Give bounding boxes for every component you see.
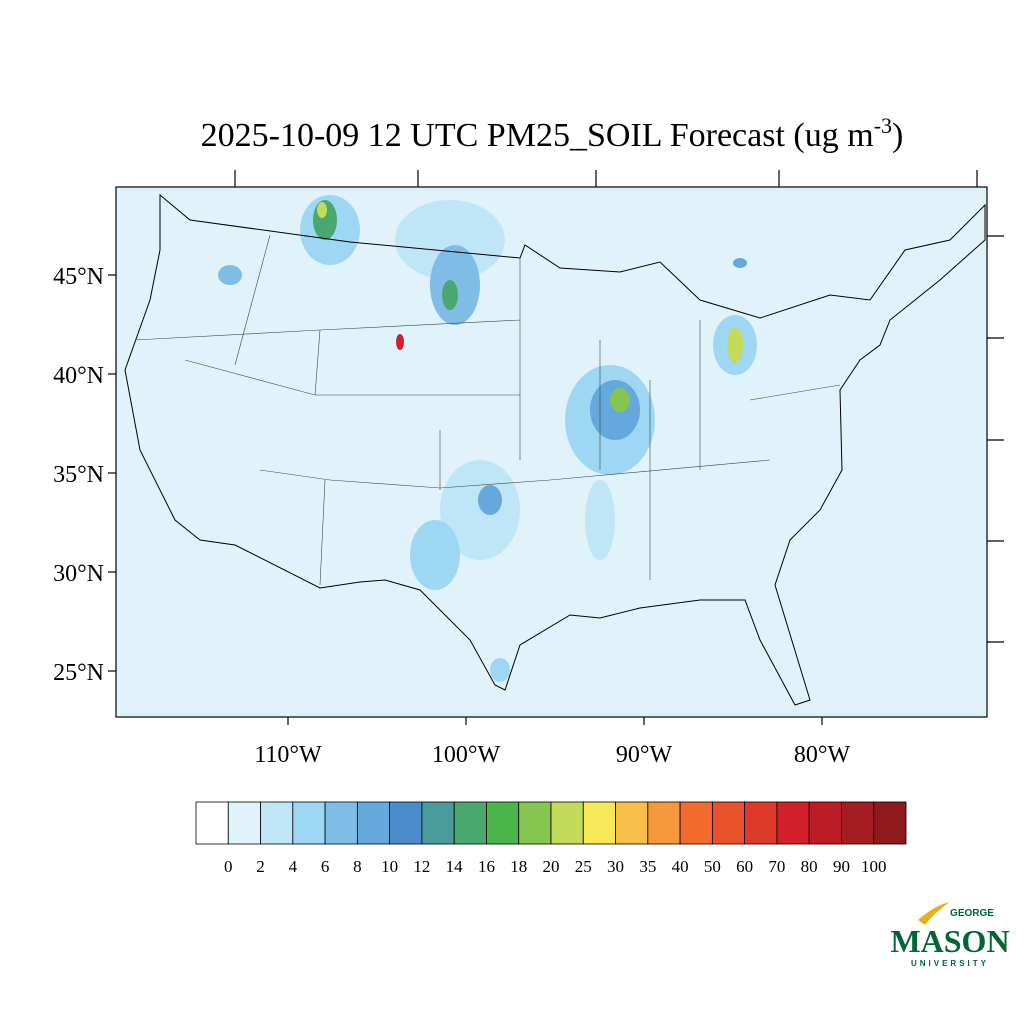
colorbar-label: 2	[256, 857, 265, 876]
lon-label: 110°W	[254, 742, 322, 768]
colorbar-box	[356, 801, 391, 845]
colorbar-box	[195, 801, 229, 845]
colorbar-label: 14	[446, 857, 464, 876]
map-frame	[115, 186, 988, 718]
lat-label: 25°N	[53, 660, 104, 686]
colorbar-label: 90	[833, 857, 850, 876]
colorbar-label: 4	[289, 857, 298, 876]
axis-ticks: 45°N 40°N 35°N 30°N 25°N 110°W 100°W 90°W 80°W	[53, 170, 1004, 768]
colorbar-label: 10	[381, 857, 398, 876]
colorbar-box	[518, 801, 552, 845]
lat-label: 30°N	[53, 561, 104, 587]
lon-label: 100°W	[432, 742, 501, 768]
colorbar-box	[550, 801, 584, 845]
colorbar-box	[808, 801, 842, 845]
concentration-field	[218, 195, 757, 682]
logo-top: GEORGE	[950, 908, 994, 919]
colorbar-box	[227, 801, 261, 845]
colorbar-label: 6	[321, 857, 330, 876]
colorbar-box	[711, 801, 746, 845]
colorbar-label: 50	[704, 857, 721, 876]
logo-main: MASON	[890, 923, 1009, 959]
colorbar-box	[582, 801, 616, 845]
lat-label: 45°N	[53, 264, 104, 290]
title-main: 2025-10-09 12 UTC PM25_SOIL Forecast (ug…	[201, 117, 874, 154]
colorbar-box	[453, 801, 487, 845]
colorbar-box	[841, 801, 875, 845]
map-panel	[115, 186, 988, 718]
map-title: 2025-10-09 12 UTC PM25_SOIL Forecast (ug…	[201, 113, 904, 154]
colorbar-label: 60	[736, 857, 753, 876]
colorbar-label: 18	[510, 857, 527, 876]
colorbar-label: 25	[575, 857, 592, 876]
country-outline	[124, 193, 986, 706]
colorbar-label: 70	[768, 857, 785, 876]
logo: GEORGE MASON UNIVERSITY	[890, 902, 1010, 968]
colorbar-label: 0	[224, 857, 233, 876]
colorbar-label: 100	[861, 857, 887, 876]
colorbar-box	[647, 801, 681, 845]
colorbar-label: 12	[413, 857, 430, 876]
lon-label: 80°W	[794, 742, 851, 768]
lat-label: 40°N	[53, 363, 104, 389]
colorbar-box	[679, 801, 713, 845]
colorbar-box	[744, 801, 778, 845]
colorbar-label: 8	[353, 857, 362, 876]
colorbar-label: 35	[639, 857, 656, 876]
colorbar-label: 16	[478, 857, 495, 876]
colorbar-box	[615, 801, 649, 845]
state-lines	[134, 234, 841, 586]
colorbar-box	[486, 801, 520, 845]
lon-label: 90°W	[616, 742, 673, 768]
colorbar-label: 30	[607, 857, 624, 876]
lat-label: 35°N	[53, 462, 104, 488]
colorbar-box	[421, 801, 455, 845]
colorbar-box	[389, 801, 423, 845]
colorbar: 0 2 4 6 8 10 12 14 16 18 20 25 30 35 40 50 60 70 80 90 100	[195, 801, 907, 876]
colorbar-box	[260, 801, 294, 845]
colorbar-box	[873, 801, 907, 845]
colorbar-box	[292, 801, 326, 845]
colorbar-label: 20	[543, 857, 560, 876]
colorbar-label: 40	[672, 857, 689, 876]
logo-bottom: UNIVERSITY	[911, 959, 989, 968]
title-superscript: -3	[874, 113, 892, 138]
colorbar-box	[776, 801, 810, 845]
title-end: )	[892, 117, 903, 154]
colorbar-label: 80	[801, 857, 818, 876]
colorbar-box	[324, 801, 358, 845]
